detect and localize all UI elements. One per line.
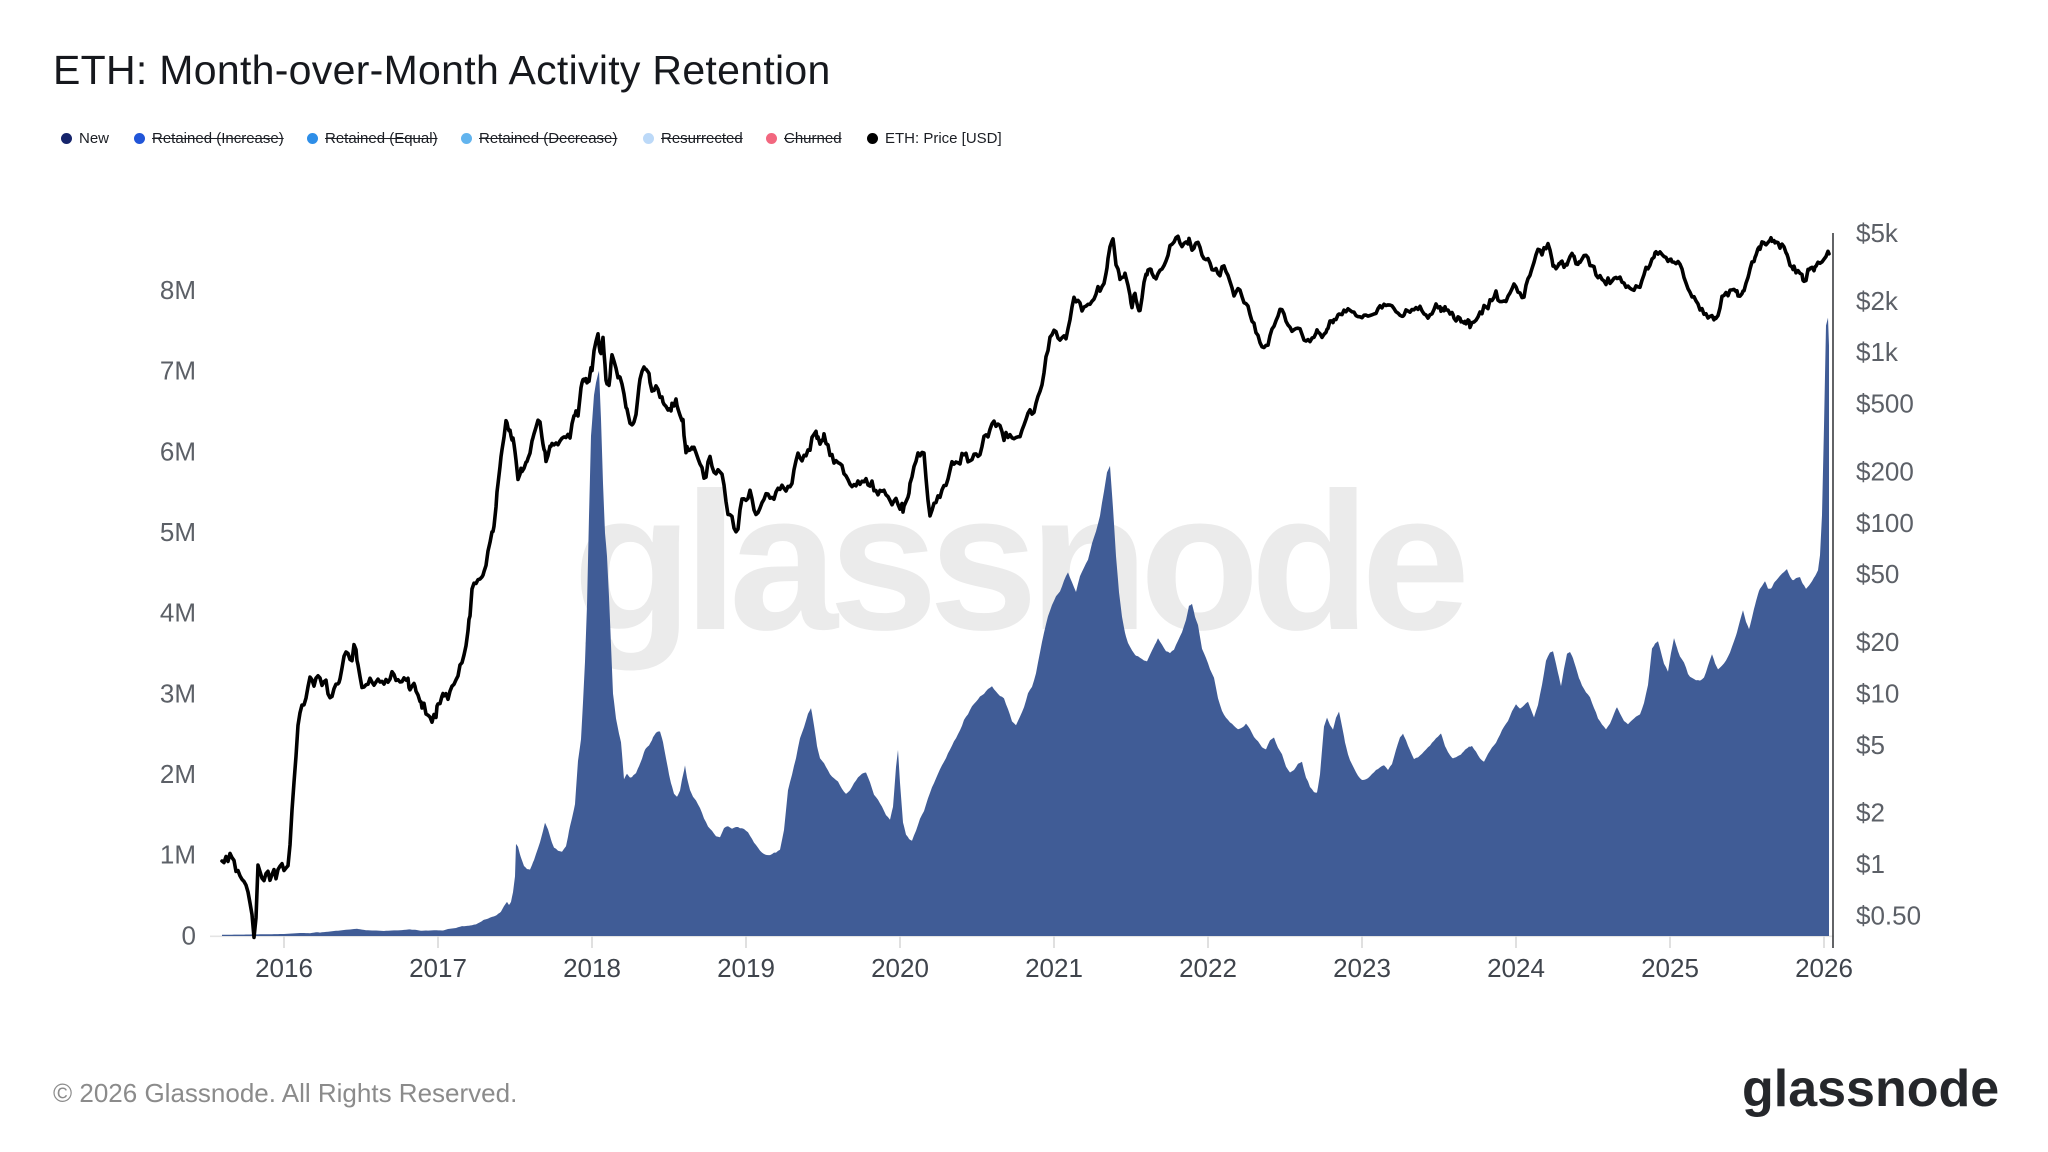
svg-text:2021: 2021 — [1025, 953, 1083, 983]
svg-text:2019: 2019 — [717, 953, 775, 983]
svg-text:4M: 4M — [160, 598, 196, 628]
svg-text:$200: $200 — [1856, 456, 1914, 486]
svg-text:3M: 3M — [160, 678, 196, 708]
svg-text:$2: $2 — [1856, 798, 1885, 828]
svg-text:$500: $500 — [1856, 389, 1914, 419]
svg-text:2024: 2024 — [1487, 953, 1545, 983]
svg-text:1M: 1M — [160, 840, 196, 870]
svg-text:2023: 2023 — [1333, 953, 1391, 983]
svg-text:2026: 2026 — [1795, 953, 1853, 983]
svg-text:$5: $5 — [1856, 730, 1885, 760]
svg-text:2017: 2017 — [409, 953, 467, 983]
svg-text:$1k: $1k — [1856, 337, 1899, 367]
svg-text:glassnode: glassnode — [573, 452, 1464, 671]
svg-text:5M: 5M — [160, 517, 196, 547]
svg-text:$0.50: $0.50 — [1856, 900, 1921, 930]
svg-text:$2k: $2k — [1856, 286, 1899, 316]
svg-text:$1: $1 — [1856, 849, 1885, 879]
svg-text:$5k: $5k — [1856, 218, 1899, 248]
svg-text:$20: $20 — [1856, 627, 1899, 657]
svg-text:8M: 8M — [160, 275, 196, 305]
svg-text:2025: 2025 — [1641, 953, 1699, 983]
svg-text:6M: 6M — [160, 436, 196, 466]
svg-text:7M: 7M — [160, 356, 196, 386]
svg-text:2018: 2018 — [563, 953, 621, 983]
svg-text:$10: $10 — [1856, 678, 1899, 708]
svg-text:2022: 2022 — [1179, 953, 1237, 983]
svg-text:2020: 2020 — [871, 953, 929, 983]
svg-text:0: 0 — [182, 920, 196, 950]
svg-text:2M: 2M — [160, 759, 196, 789]
svg-text:$100: $100 — [1856, 508, 1914, 538]
svg-text:2016: 2016 — [255, 953, 313, 983]
svg-text:$50: $50 — [1856, 559, 1899, 589]
